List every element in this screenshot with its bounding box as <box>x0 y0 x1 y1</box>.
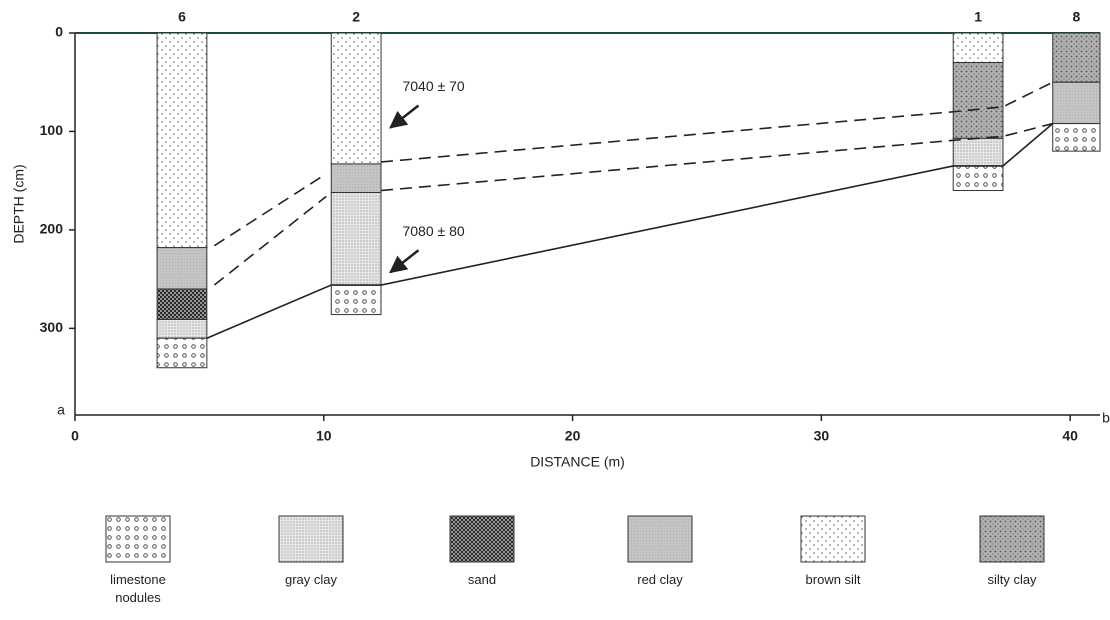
legend-swatch-fill <box>279 516 343 562</box>
annotation-arrow <box>390 250 418 272</box>
annotation-arrow <box>390 105 418 127</box>
legend-label: silty clay <box>967 571 1057 589</box>
legend-swatch-fill <box>801 516 865 562</box>
correlation-line <box>381 124 1053 191</box>
annotation: 7040 ± 70 <box>402 78 464 94</box>
x-tick-label: 10 <box>316 428 332 444</box>
layer <box>331 164 381 193</box>
legend-swatch <box>627 515 693 563</box>
legend-label: brown silt <box>788 571 878 589</box>
chart: 0 100 200 300 0 10 20 30 40 DISTANCE (m) DEPTH (cm… <box>0 0 1110 480</box>
x-tick-label: 20 <box>565 428 581 444</box>
layer <box>953 166 1003 191</box>
column-label: 6 <box>178 9 186 25</box>
legend-item: brown silt <box>758 515 908 589</box>
corner-label: b <box>1102 410 1110 426</box>
legend-label: gray clay <box>266 571 356 589</box>
annotation: 7080 ± 80 <box>402 223 464 239</box>
column-label: 8 <box>1072 9 1080 25</box>
legend-swatch <box>800 515 866 563</box>
layer <box>1053 124 1100 152</box>
layer <box>953 33 1003 63</box>
y-tick-label: 100 <box>40 122 64 138</box>
legend-label: red clay <box>615 571 705 589</box>
y-tick-label: 300 <box>40 319 64 335</box>
layer <box>157 33 207 248</box>
legend-item: gray clay <box>236 515 386 589</box>
x-tick-label: 0 <box>71 428 79 444</box>
x-axis-label: DISTANCE (m) <box>530 454 625 470</box>
legend-swatch <box>278 515 344 563</box>
layer <box>331 33 381 164</box>
layer <box>157 248 207 289</box>
layer <box>953 63 1003 139</box>
legend-swatch-fill <box>106 516 170 562</box>
y-axis-label: DEPTH (cm) <box>11 164 27 243</box>
legend-label: limestone nodules <box>93 571 183 607</box>
layer <box>157 338 207 368</box>
y-tick-label: 200 <box>40 221 64 237</box>
layer <box>1053 33 1100 82</box>
layer <box>953 138 1003 166</box>
legend-swatch <box>105 515 171 563</box>
y-tick-label: 0 <box>55 24 63 40</box>
layer <box>331 285 381 315</box>
column-label: 1 <box>974 9 982 25</box>
legend-swatch-fill <box>980 516 1044 562</box>
legend-label: sand <box>437 571 527 589</box>
legend-swatch-fill <box>450 516 514 562</box>
layer <box>157 320 207 339</box>
corner-label: a <box>57 402 65 418</box>
legend-swatch <box>979 515 1045 563</box>
legend-item: red clay <box>585 515 735 589</box>
legend-item: limestone nodules <box>63 515 213 607</box>
layer <box>157 289 207 320</box>
legend-item: sand <box>407 515 557 589</box>
layer <box>331 192 381 285</box>
column-label: 2 <box>352 9 360 25</box>
legend-swatch <box>449 515 515 563</box>
x-tick-label: 30 <box>814 428 830 444</box>
legend-swatch-fill <box>628 516 692 562</box>
layer <box>1053 82 1100 123</box>
legend-item: silty clay <box>937 515 1087 589</box>
page: 0 100 200 300 0 10 20 30 40 DISTANCE (m) DEPTH (cm… <box>0 0 1110 620</box>
correlation-line <box>381 82 1053 162</box>
x-tick-label: 40 <box>1062 428 1078 444</box>
